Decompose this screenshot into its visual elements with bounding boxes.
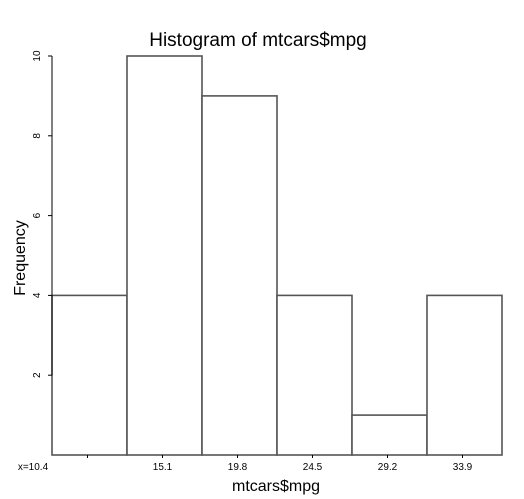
histogram-bar (351, 414, 428, 456)
x-axis-label: mtcars$mpg (232, 478, 320, 495)
x-tick-label: 19.8 (228, 462, 248, 473)
histogram-bar (426, 294, 503, 456)
bars-group (51, 55, 503, 456)
y-tick-label: 4 (32, 292, 43, 298)
x-tick-label: 29.2 (378, 462, 398, 473)
histogram-bar (126, 55, 203, 456)
x-tick-label: 33.9 (453, 462, 473, 473)
y-tick-label: 2 (32, 372, 43, 378)
x-tick-label: 15.1 (153, 462, 173, 473)
x-tick-label: 24.5 (303, 462, 323, 473)
histogram-bar (51, 294, 128, 456)
y-axis: 2 4 6 8 10 (32, 50, 53, 378)
histogram-bar (201, 95, 278, 456)
y-tick-label: 10 (32, 50, 43, 62)
x-tick-label: x=10.4 (18, 462, 49, 473)
chart-title: Histogram of mtcars$mpg (149, 30, 367, 51)
y-tick-label: 8 (32, 133, 43, 139)
y-axis-label: Frequency (12, 220, 29, 296)
y-tick-label: 6 (32, 212, 43, 218)
histogram-bar (276, 294, 353, 456)
x-axis: x=10.4 15.1 19.8 24.5 29.2 33.9 (18, 455, 473, 473)
